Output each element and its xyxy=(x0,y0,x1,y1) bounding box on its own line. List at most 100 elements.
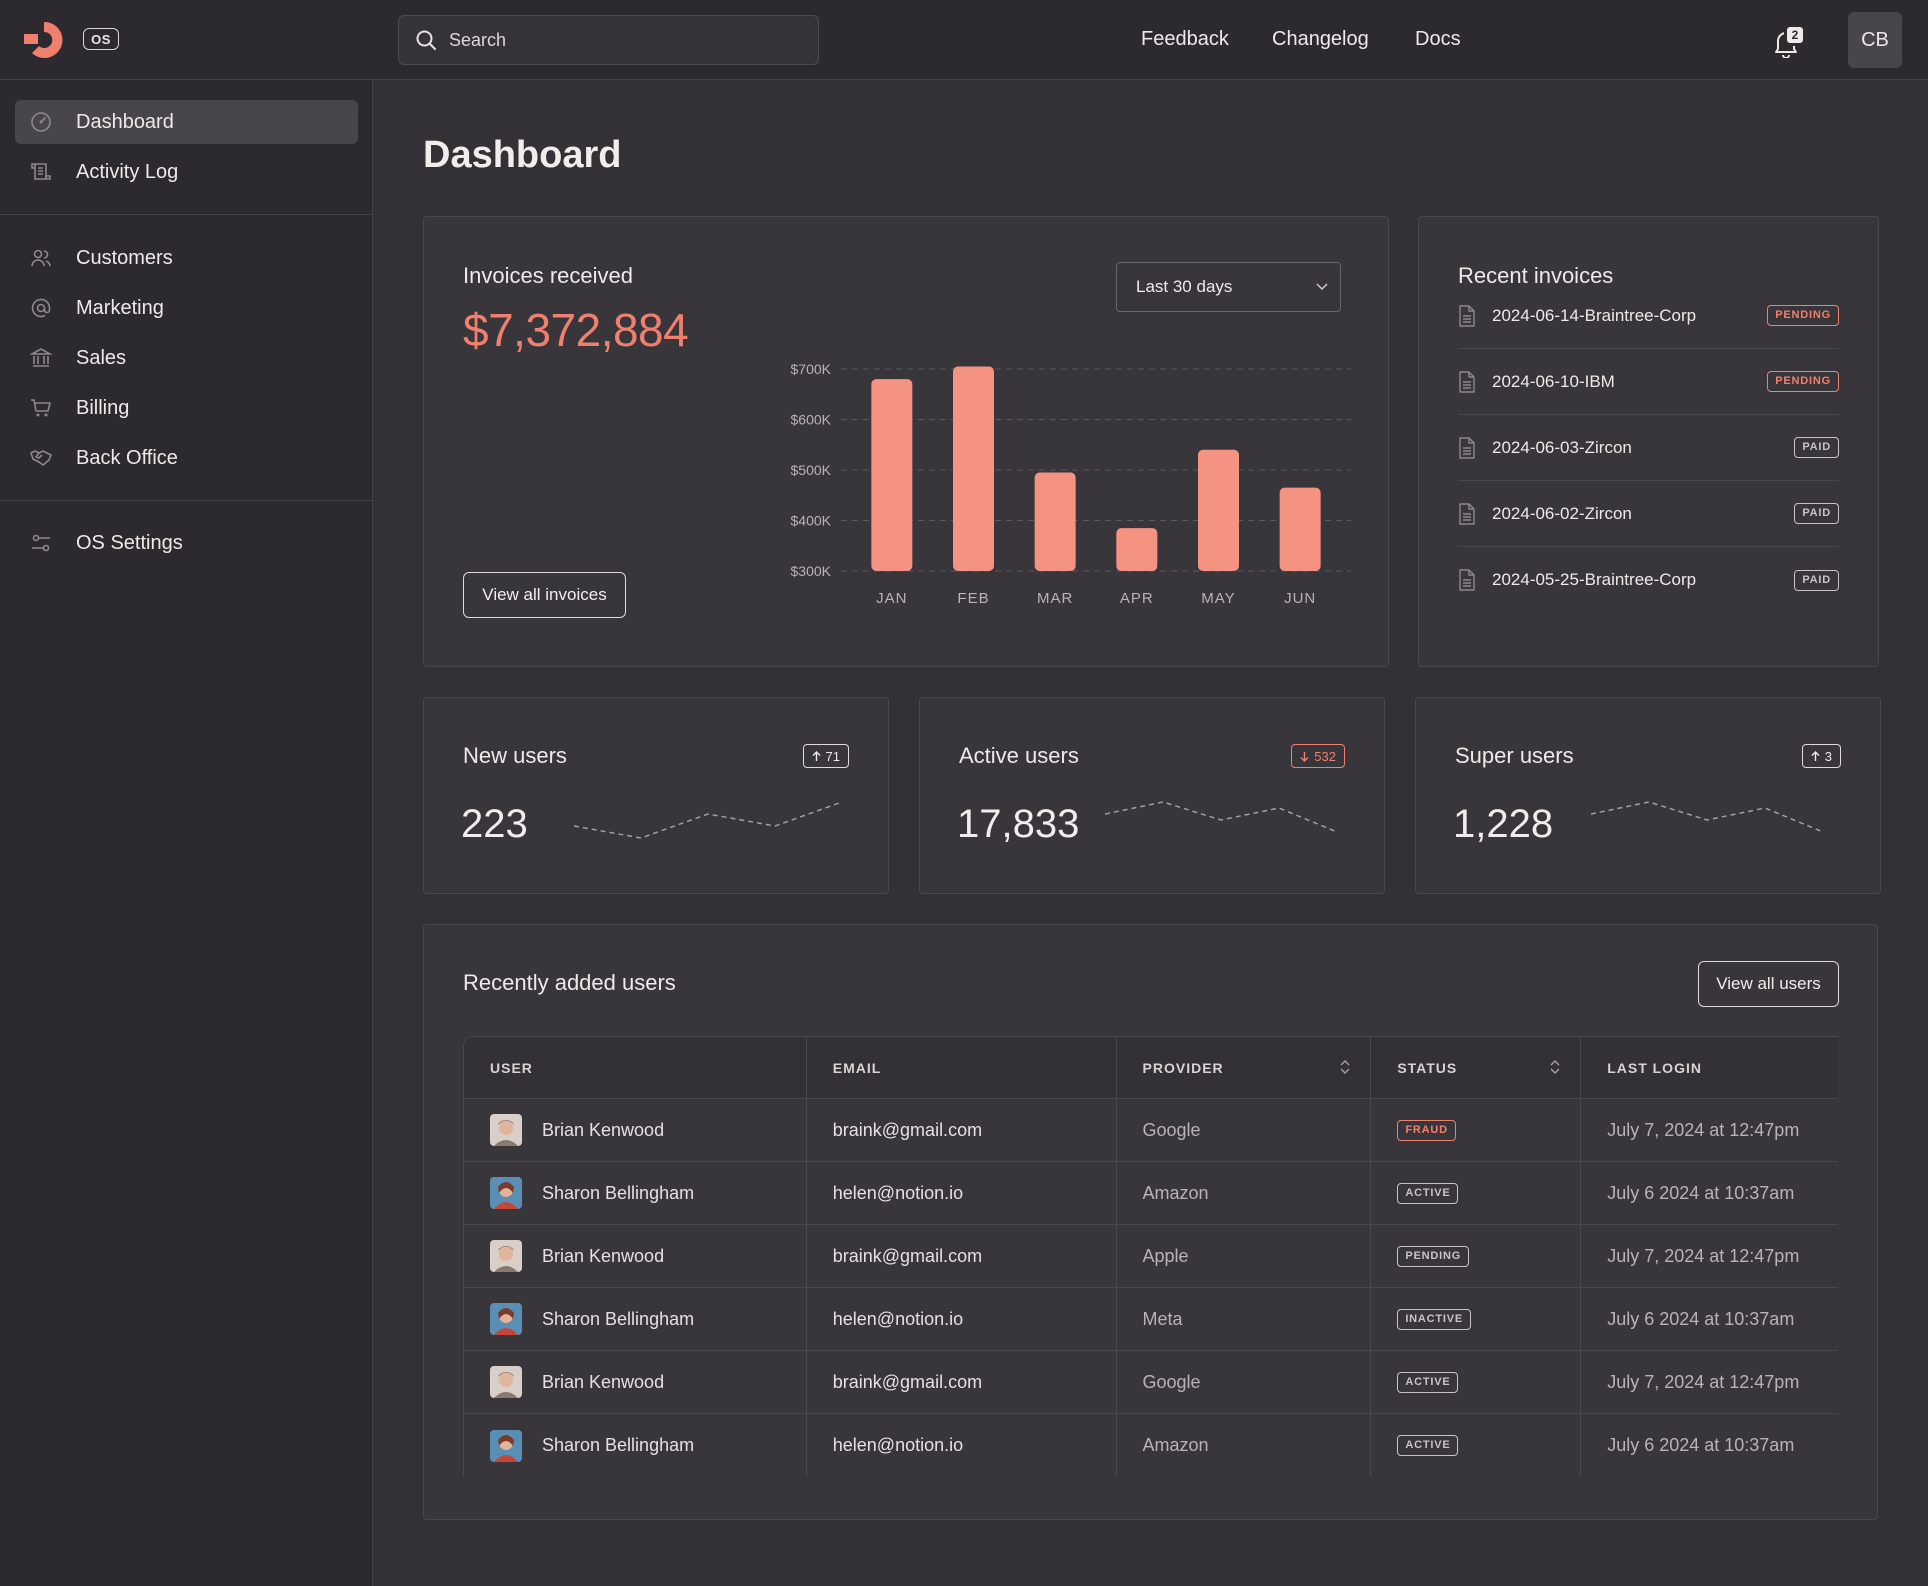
email-cell: helen@notion.io xyxy=(807,1288,1117,1350)
date-range-select[interactable]: Last 30 days xyxy=(1116,262,1341,312)
stat-trend-value: 532 xyxy=(1314,748,1336,764)
document-icon xyxy=(1459,370,1475,393)
email-cell: helen@notion.io xyxy=(807,1414,1117,1477)
bar-mar[interactable] xyxy=(1034,472,1076,571)
sidebar-item-label: OS Settings xyxy=(76,531,183,554)
status-badge: ACTIVE xyxy=(1397,1371,1459,1393)
brand-logo[interactable] xyxy=(24,20,68,60)
column-header-provider[interactable]: PROVIDER xyxy=(1117,1037,1372,1098)
user-cell: Brian Kenwood xyxy=(464,1225,807,1287)
invoice-status-badge: PAID xyxy=(1794,503,1839,524)
last-login-cell: July 6 2024 at 10:37am xyxy=(1607,1308,1795,1329)
last-login-cell: July 6 2024 at 10:37am xyxy=(1607,1435,1795,1455)
provider-cell: Apple xyxy=(1117,1225,1372,1287)
y-tick-label: $700K xyxy=(791,361,832,377)
stat-title: Super users xyxy=(1455,743,1574,768)
bar-feb[interactable] xyxy=(953,366,994,571)
invoice-list-item[interactable]: 2024-06-14-Braintree-Corp PENDING xyxy=(1458,283,1839,349)
last-login-cell: July 6 2024 at 10:37am xyxy=(1607,1182,1795,1203)
last-login-cell: July 7, 2024 at 12:47pm xyxy=(1607,1371,1800,1392)
user-cell: Brian Kenwood xyxy=(464,1099,807,1161)
sidebar-item-activity-log[interactable]: Activity Log xyxy=(15,150,358,194)
status-badge: PENDING xyxy=(1397,1245,1470,1267)
users-icon xyxy=(31,249,51,267)
avatar xyxy=(490,1114,522,1146)
user-cell: Sharon Bellingham xyxy=(464,1414,807,1477)
top-bar: OS Feedback Changelog Docs 2 CB xyxy=(0,0,1928,80)
bar-may[interactable] xyxy=(1198,449,1239,571)
invoice-name: 2024-06-02-Zircon xyxy=(1492,503,1632,523)
table-row[interactable]: Sharon Bellingham helen@notion.io Meta INAC… xyxy=(464,1288,1838,1351)
table-row[interactable]: Brian Kenwood braink@gmail.com Google FRAUD… xyxy=(464,1099,1838,1162)
status-cell: ACTIVE xyxy=(1371,1351,1582,1413)
arrow-up-icon xyxy=(812,750,821,761)
invoice-list-item[interactable]: 2024-06-02-Zircon PAID xyxy=(1458,481,1839,547)
sidebar-item-label: Sales xyxy=(76,346,127,369)
sort-icon[interactable] xyxy=(1550,1059,1560,1075)
status-cell: ACTIVE xyxy=(1371,1162,1582,1224)
sidebar-item-dashboard[interactable]: Dashboard xyxy=(15,100,358,144)
sidebar: Dashboard Activity Log Customers Marketi… xyxy=(0,80,373,1586)
sidebar-item-back-office[interactable]: Back Office xyxy=(15,436,358,480)
email-cell: braink@gmail.com xyxy=(807,1099,1117,1161)
recent-users-title: Recently added users xyxy=(463,970,676,995)
table-row[interactable]: Brian Kenwood braink@gmail.com Apple PENDIN… xyxy=(464,1225,1838,1288)
invoice-list-item[interactable]: 2024-06-10-IBM PENDING xyxy=(1458,349,1839,415)
status-badge: FRAUD xyxy=(1397,1119,1456,1141)
invoice-list-item[interactable]: 2024-05-25-Braintree-Corp PAID xyxy=(1458,547,1839,613)
sliders-icon xyxy=(32,534,50,552)
sidebar-divider xyxy=(0,500,373,501)
changelog-link[interactable]: Changelog xyxy=(1272,28,1369,50)
x-tick-label: JUN xyxy=(1284,590,1316,607)
y-tick-label: $400K xyxy=(791,513,832,529)
sparkline-path xyxy=(1591,801,1824,833)
invoice-status-badge: PENDING xyxy=(1767,371,1839,392)
stat-card-new-users: New users 71 223 xyxy=(423,697,889,894)
bar-apr[interactable] xyxy=(1116,528,1158,571)
stat-title: New users xyxy=(463,743,567,768)
search-input[interactable] xyxy=(449,29,809,51)
bar-jan[interactable] xyxy=(871,379,913,571)
column-header-status[interactable]: STATUS xyxy=(1371,1037,1582,1098)
stat-trend-badge: 3 xyxy=(1801,744,1841,768)
invoice-list-item[interactable]: 2024-06-03-Zircon PAID xyxy=(1458,415,1839,481)
column-header-last-login: LAST LOGIN xyxy=(1607,1059,1702,1076)
document-icon xyxy=(1459,304,1475,327)
invoice-name: 2024-06-10-IBM xyxy=(1492,371,1615,391)
x-tick-label: APR xyxy=(1120,590,1154,607)
avatar xyxy=(490,1177,522,1209)
sidebar-divider xyxy=(0,214,373,215)
os-badge: OS xyxy=(83,28,119,50)
sidebar-item-billing[interactable]: Billing xyxy=(15,386,358,430)
table-row[interactable]: Sharon Bellingham helen@notion.io Amazon AC… xyxy=(464,1414,1838,1477)
sidebar-item-marketing[interactable]: Marketing xyxy=(15,286,358,330)
sidebar-item-label: Customers xyxy=(76,246,173,269)
search-box[interactable] xyxy=(398,15,819,65)
user-avatar-button[interactable]: CB xyxy=(1848,12,1902,68)
status-cell: ACTIVE xyxy=(1371,1414,1582,1477)
view-all-users-button[interactable]: View all users xyxy=(1698,961,1839,1007)
invoice-status-badge: PENDING xyxy=(1767,305,1839,326)
sidebar-item-os-settings[interactable]: OS Settings xyxy=(15,521,358,565)
column-header-label: PROVIDER xyxy=(1142,1059,1224,1076)
last-login-cell: July 7, 2024 at 12:47pm xyxy=(1607,1245,1800,1266)
sidebar-item-label: Marketing xyxy=(76,296,164,319)
sort-icon[interactable] xyxy=(1340,1059,1350,1075)
table-row[interactable]: Brian Kenwood braink@gmail.com Google ACTIV… xyxy=(464,1351,1838,1414)
feedback-link[interactable]: Feedback xyxy=(1141,28,1229,50)
chevron-down-icon xyxy=(1316,283,1328,291)
date-range-value: Last 30 days xyxy=(1136,277,1233,296)
stat-value: 1,228 xyxy=(1453,802,1554,846)
table-row[interactable]: Sharon Bellingham helen@notion.io Amazon AC… xyxy=(464,1162,1838,1225)
docs-link[interactable]: Docs xyxy=(1415,28,1461,50)
sidebar-item-sales[interactable]: Sales xyxy=(15,336,358,380)
provider-cell: Amazon xyxy=(1117,1414,1372,1477)
users-table: USER EMAIL PROVIDER STATUS LAST LOGIN Br… xyxy=(463,1036,1838,1477)
view-all-invoices-button[interactable]: View all invoices xyxy=(463,572,626,618)
bar-jun[interactable] xyxy=(1279,487,1321,571)
document-icon xyxy=(1459,502,1475,525)
sidebar-item-customers[interactable]: Customers xyxy=(15,236,358,280)
email-cell: braink@gmail.com xyxy=(807,1225,1117,1287)
invoice-status-badge: PAID xyxy=(1794,437,1839,458)
user-name: Brian Kenwood xyxy=(542,1245,665,1266)
